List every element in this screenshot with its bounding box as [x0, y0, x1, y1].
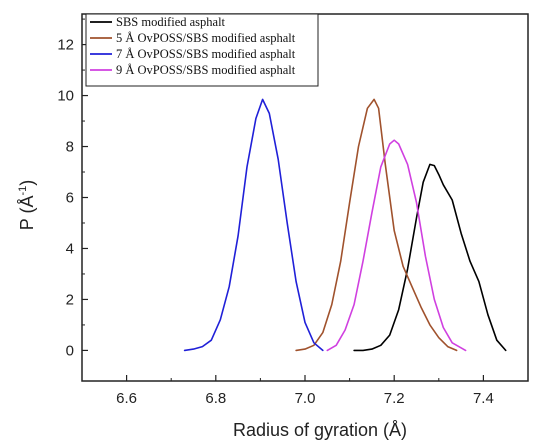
x-tick-label: 7.4 — [473, 390, 494, 407]
x-tick-label: 7.2 — [384, 390, 405, 407]
y-axis-label: P (Å-1) — [17, 180, 37, 230]
legend-label-3: 7 Å OvPOSS/SBS modified asphalt — [116, 47, 296, 61]
y-axis-label-close: ) — [17, 180, 37, 186]
legend-label-4: 9 Å OvPOSS/SBS modified asphalt — [116, 63, 296, 77]
y-tick-label: 12 — [57, 37, 74, 54]
y-tick-label: 10 — [57, 88, 74, 105]
series-layer — [183, 98, 507, 352]
x-axis-ticks: 6.6 6.8 7.0 7.2 7.4 — [81, 375, 494, 407]
series-line-1 — [353, 163, 507, 352]
legend-box — [85, 13, 319, 87]
series-line-3 — [183, 98, 324, 352]
x-tick-label: 6.8 — [205, 390, 226, 407]
y-tick-label: 6 — [66, 190, 74, 207]
series-line-4 — [326, 139, 467, 352]
y-tick-label: 8 — [66, 139, 74, 156]
y-axis-ticks: 0 2 4 6 8 10 12 — [57, 18, 88, 359]
series-line-2 — [295, 98, 458, 352]
legend-label-1: SBS modified asphalt — [116, 15, 226, 29]
x-tick-label: 7.0 — [295, 390, 316, 407]
y-axis-label-superscript: -1 — [17, 186, 29, 196]
x-tick-label: 6.6 — [116, 390, 137, 407]
legend-label-2: 5 Å OvPOSS/SBS modified asphalt — [116, 31, 296, 45]
x-axis-label: Radius of gyration (Å) — [233, 420, 407, 440]
legend-items: SBS modified asphalt 5 Å OvPOSS/SBS modif… — [90, 15, 296, 77]
y-tick-label: 0 — [66, 342, 74, 359]
y-axis-label-main: P (Å — [17, 196, 37, 231]
y-tick-label: 2 — [66, 291, 74, 308]
y-tick-label: 4 — [66, 240, 74, 257]
legend: SBS modified asphalt 5 Å OvPOSS/SBS modif… — [85, 13, 319, 87]
